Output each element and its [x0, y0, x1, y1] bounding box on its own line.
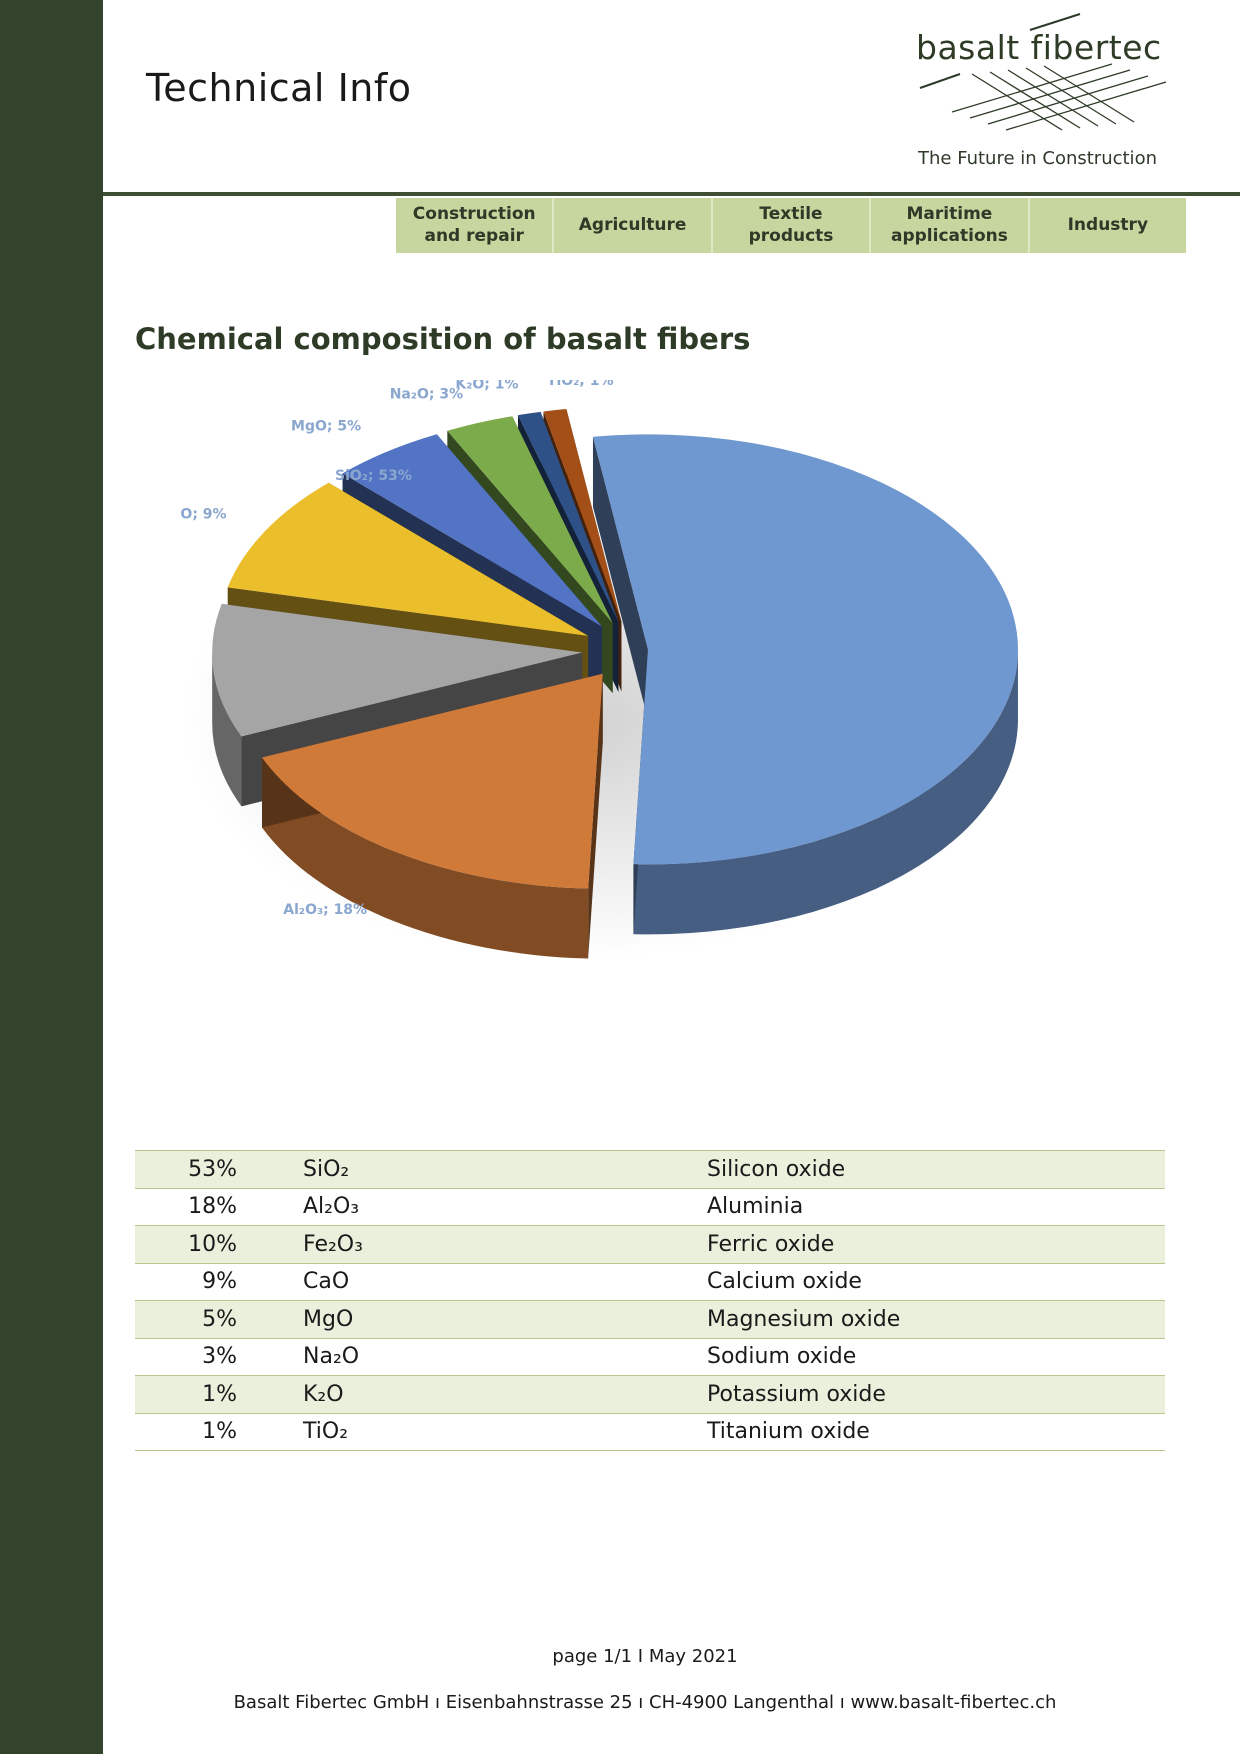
pie-data-label: K₂O; 1%: [455, 380, 518, 392]
row-name: Potassium oxide: [707, 1375, 1165, 1413]
row-name: Silicon oxide: [707, 1150, 1165, 1188]
row-percent: 18%: [135, 1187, 237, 1226]
row-formula: CaO: [237, 1262, 707, 1301]
logo-tagline: The Future in Construction: [918, 148, 1157, 169]
pie-data-label: CaO; 9%: [180, 506, 227, 522]
pie-data-label: SiO₂; 53%: [335, 468, 412, 484]
pie-data-label: Al₂O₃; 18%: [283, 902, 367, 918]
row-formula: K₂O: [237, 1375, 707, 1413]
pie-slice-top: [227, 482, 589, 636]
pie-slice-top: [212, 603, 583, 737]
logo-text: basalt fibertec: [916, 28, 1162, 67]
page-header-title: Technical Info: [146, 66, 412, 110]
table-row: 3% Na₂O Sodium oxide: [135, 1337, 1165, 1376]
row-percent: 53%: [135, 1150, 237, 1188]
pie-data-label: MgO; 5%: [291, 419, 361, 435]
row-name: Magnesium oxide: [707, 1300, 1165, 1338]
table-row: 53% SiO₂ Silicon oxide: [135, 1150, 1165, 1188]
row-formula: Al₂O₃: [237, 1187, 707, 1226]
section-title: Chemical composition of basalt fibers: [135, 322, 751, 356]
table-row: 10% Fe₂O₃ Ferric oxide: [135, 1225, 1165, 1263]
row-percent: 5%: [135, 1300, 237, 1338]
row-name: Ferric oxide: [707, 1225, 1165, 1263]
footer-address: Basalt Fibertec GmbH ı Eisenbahnstrasse …: [233, 1692, 1057, 1713]
row-percent: 1%: [135, 1375, 237, 1413]
pie-slice-top: [342, 434, 603, 627]
row-name: Titanium oxide: [707, 1412, 1165, 1451]
row-formula: Na₂O: [237, 1337, 707, 1376]
table-row: 5% MgO Magnesium oxide: [135, 1300, 1165, 1338]
row-percent: 1%: [135, 1412, 237, 1451]
header-divider: [103, 192, 1240, 196]
pie-slice-top: [447, 416, 613, 624]
pie-slice-top: [592, 434, 1018, 865]
pie-slice-face: [592, 436, 648, 720]
row-percent: 9%: [135, 1262, 237, 1301]
composition-table: 53% SiO₂ Silicon oxide 18% Al₂O₃ Aluminia 10…: [135, 1150, 1165, 1451]
pie-slice: [261, 673, 603, 959]
pie-slice: [592, 434, 1018, 935]
table-row: 9% CaO Calcium oxide: [135, 1262, 1165, 1301]
pie-slice-side: [212, 652, 242, 807]
table-row: 18% Al₂O₃ Aluminia: [135, 1187, 1165, 1226]
row-formula: TiO₂: [237, 1412, 707, 1451]
sidebar-band: [0, 0, 103, 1754]
pie-slice-top: [543, 409, 622, 622]
pie-slice-top: [518, 411, 619, 623]
nav-item-textile[interactable]: Textile products: [712, 198, 872, 253]
row-formula: SiO₂: [237, 1150, 707, 1188]
pie-slice-face: [588, 673, 603, 959]
nav-item-label: Construction and repair: [412, 204, 536, 246]
row-percent: 3%: [135, 1337, 237, 1376]
table-row: 1% K₂O Potassium oxide: [135, 1375, 1165, 1413]
nav-item-industry[interactable]: Industry: [1029, 198, 1187, 253]
nav-item-construction[interactable]: Construction and repair: [396, 198, 555, 253]
row-name: Calcium oxide: [707, 1262, 1165, 1301]
nav-item-maritime[interactable]: Maritime applications: [871, 198, 1030, 253]
footer-page-info: page 1/1 I May 2021: [552, 1646, 738, 1667]
pie-data-label: TiO₂; 1%: [547, 380, 614, 389]
row-name: Aluminia: [707, 1187, 1165, 1226]
nav-item-agriculture[interactable]: Agriculture: [554, 198, 713, 253]
pie-slice-side: [261, 757, 589, 959]
row-formula: Fe₂O₃: [237, 1225, 707, 1263]
nav-item-label: Maritime applications: [890, 204, 1008, 246]
row-percent: 10%: [135, 1225, 237, 1263]
nav-item-label: Textile products: [748, 204, 834, 246]
pie-data-label: Na₂O; 3%: [390, 387, 463, 403]
composition-pie-chart: SiO₂; 53%Al₂O₃; 18%Fe₂O₃; 10%CaO; 9%MgO;…: [180, 380, 1018, 960]
row-formula: MgO: [237, 1300, 707, 1338]
logo-grid-icon: [919, 13, 1167, 131]
company-logo: basalt fibertec: [912, 12, 1174, 132]
pie-slice-top: [261, 673, 603, 889]
table-row: 1% TiO₂ Titanium oxide: [135, 1412, 1165, 1451]
pie-slice-side: [633, 649, 1018, 935]
row-name: Sodium oxide: [707, 1337, 1165, 1376]
category-nav: Construction and repair Agriculture Text…: [396, 198, 1187, 253]
nav-item-label: Agriculture: [578, 214, 687, 235]
nav-item-label: Industry: [1067, 214, 1149, 235]
